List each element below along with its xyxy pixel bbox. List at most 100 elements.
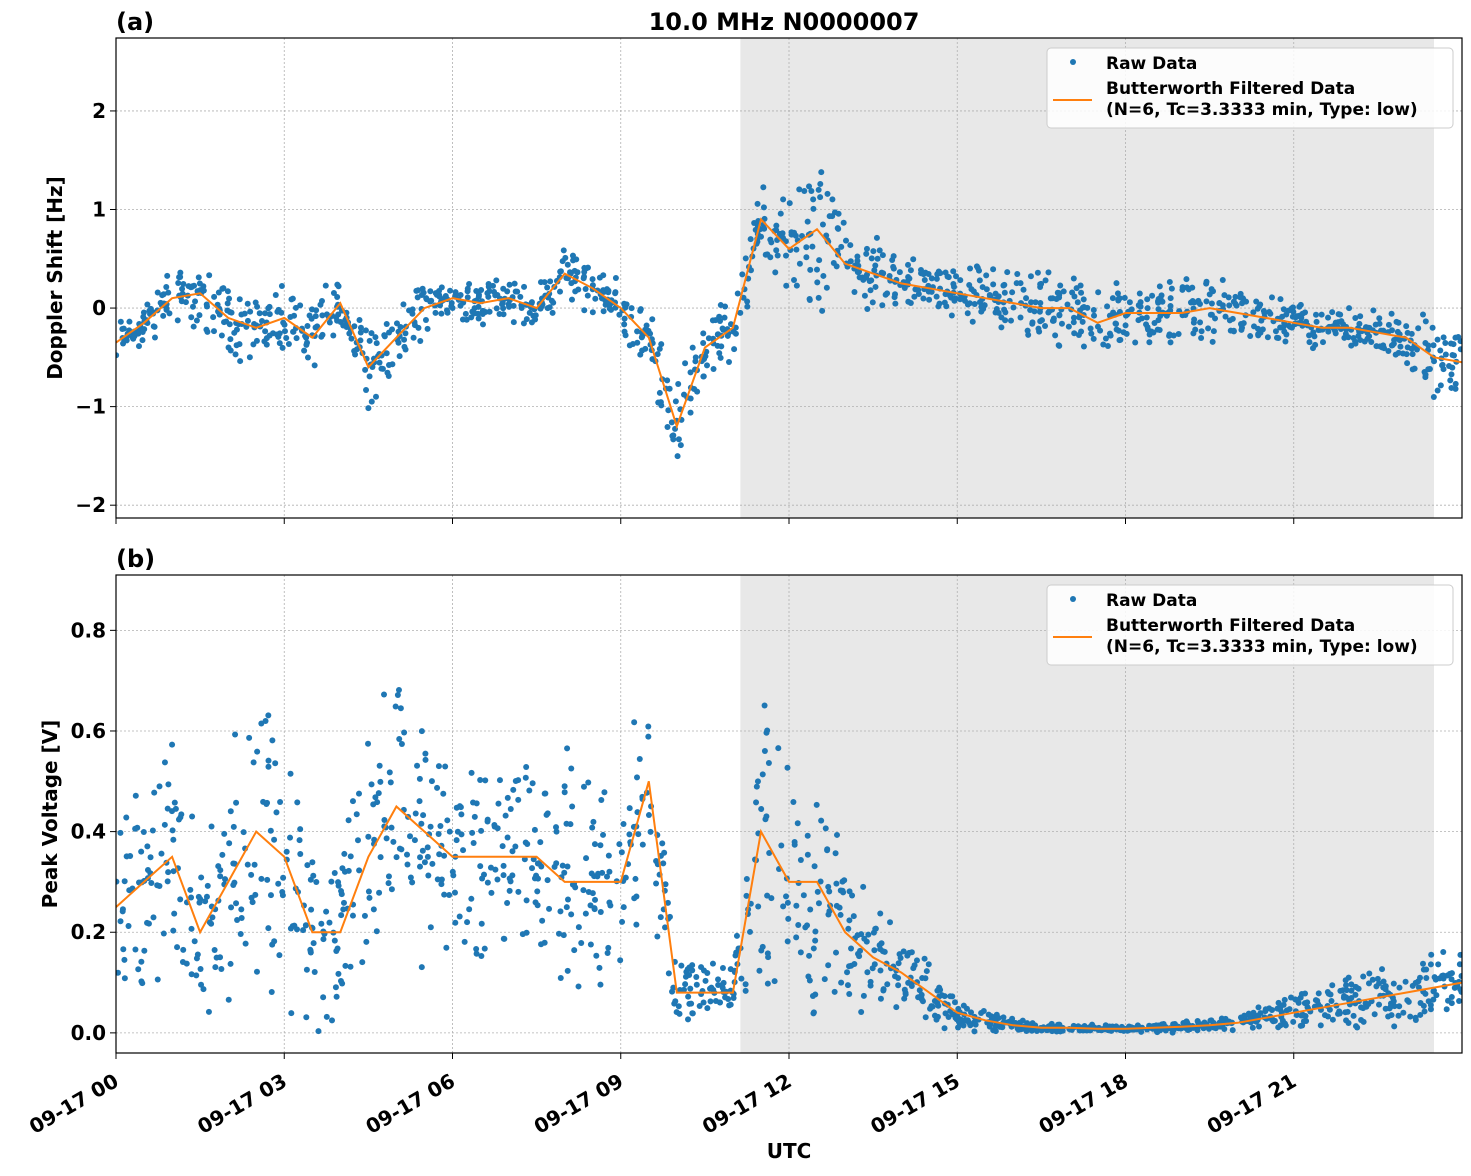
raw-data-point	[290, 328, 297, 335]
raw-data-point	[1422, 318, 1429, 325]
raw-data-point	[459, 316, 466, 323]
raw-data-point	[1402, 978, 1409, 985]
raw-data-point	[1024, 327, 1031, 334]
raw-data-point	[443, 944, 450, 951]
raw-data-point	[1343, 982, 1350, 989]
raw-data-point	[1336, 1008, 1343, 1015]
raw-data-point	[925, 270, 932, 277]
raw-data-point	[372, 794, 379, 801]
raw-data-point	[444, 309, 451, 316]
raw-data-point	[340, 906, 347, 913]
raw-data-point	[365, 405, 372, 412]
raw-data-point	[147, 854, 154, 861]
raw-data-point	[670, 436, 677, 443]
raw-data-point	[1370, 307, 1377, 314]
raw-data-point	[1345, 1020, 1352, 1027]
raw-data-point	[1422, 371, 1429, 378]
raw-data-point	[892, 300, 899, 307]
raw-data-point	[1357, 313, 1364, 320]
raw-data-point	[312, 324, 319, 331]
raw-data-point	[955, 1024, 962, 1031]
raw-data-point	[160, 291, 167, 298]
raw-data-point	[1113, 280, 1120, 287]
raw-data-point	[600, 272, 607, 279]
raw-data-point	[1280, 1001, 1287, 1008]
raw-data-point	[1389, 994, 1396, 1001]
raw-data-point	[383, 320, 390, 327]
raw-data-point	[817, 180, 824, 187]
raw-data-point	[825, 883, 832, 890]
raw-data-point	[1396, 1003, 1403, 1010]
raw-data-point	[268, 989, 275, 996]
raw-data-point	[144, 843, 151, 850]
raw-data-point	[515, 888, 522, 895]
raw-data-point	[1457, 951, 1462, 958]
raw-data-point	[876, 247, 883, 254]
raw-data-point	[1157, 1027, 1164, 1034]
raw-data-point	[1198, 328, 1205, 335]
raw-data-point	[910, 965, 917, 972]
raw-data-point	[470, 840, 477, 847]
raw-data-point	[560, 247, 567, 254]
raw-data-point	[871, 267, 878, 274]
raw-data-point	[263, 341, 270, 348]
raw-data-point	[221, 319, 228, 326]
raw-data-point	[990, 266, 997, 273]
raw-data-point	[1104, 303, 1111, 310]
raw-data-point	[733, 932, 740, 939]
raw-data-point	[191, 938, 198, 945]
raw-data-point	[1442, 340, 1449, 347]
raw-data-point	[998, 324, 1005, 331]
raw-data-point	[1029, 319, 1036, 326]
raw-data-point	[846, 991, 853, 998]
raw-data-point	[169, 827, 176, 834]
raw-data-point	[773, 222, 780, 229]
raw-data-point	[1340, 994, 1347, 1001]
raw-data-point	[1113, 320, 1120, 327]
raw-data-point	[1315, 990, 1322, 997]
raw-data-point	[1387, 1003, 1394, 1010]
raw-data-point	[905, 298, 912, 305]
raw-data-point	[978, 303, 985, 310]
raw-data-point	[121, 878, 128, 885]
raw-data-point	[1123, 330, 1130, 337]
raw-data-point	[529, 780, 536, 787]
raw-data-point	[138, 958, 145, 965]
raw-data-point	[271, 938, 278, 945]
raw-data-point	[356, 316, 363, 323]
raw-data-point	[198, 874, 205, 881]
raw-data-point	[564, 896, 571, 903]
raw-data-point	[509, 848, 516, 855]
raw-data-point	[938, 992, 945, 999]
raw-data-point	[1313, 318, 1320, 325]
raw-data-point	[424, 853, 431, 860]
raw-data-point	[626, 342, 633, 349]
raw-data-point	[822, 825, 829, 832]
y-tick-label: 1	[92, 197, 106, 221]
raw-data-point	[265, 763, 272, 770]
raw-data-point	[291, 312, 298, 319]
raw-data-point	[725, 358, 732, 365]
raw-data-point	[847, 258, 854, 265]
raw-data-point	[189, 303, 196, 310]
raw-data-point	[856, 274, 863, 281]
raw-data-point	[874, 255, 881, 262]
raw-data-point	[373, 928, 380, 935]
raw-data-point	[532, 316, 539, 323]
raw-data-point	[116, 969, 121, 976]
raw-data-point	[1097, 327, 1104, 334]
raw-data-point	[127, 853, 134, 860]
raw-data-point	[1430, 342, 1437, 349]
raw-data-point	[145, 920, 152, 927]
raw-data-point	[858, 1009, 865, 1016]
raw-data-point	[502, 812, 509, 819]
raw-data-point	[707, 998, 714, 1005]
raw-data-point	[434, 876, 441, 883]
x-tick-label: 09-17 00	[25, 1069, 123, 1139]
raw-data-point	[753, 783, 760, 790]
raw-data-point	[495, 800, 502, 807]
raw-data-point	[626, 805, 633, 812]
raw-data-point	[865, 931, 872, 938]
raw-data-point	[751, 220, 758, 227]
raw-data-point	[783, 252, 790, 259]
